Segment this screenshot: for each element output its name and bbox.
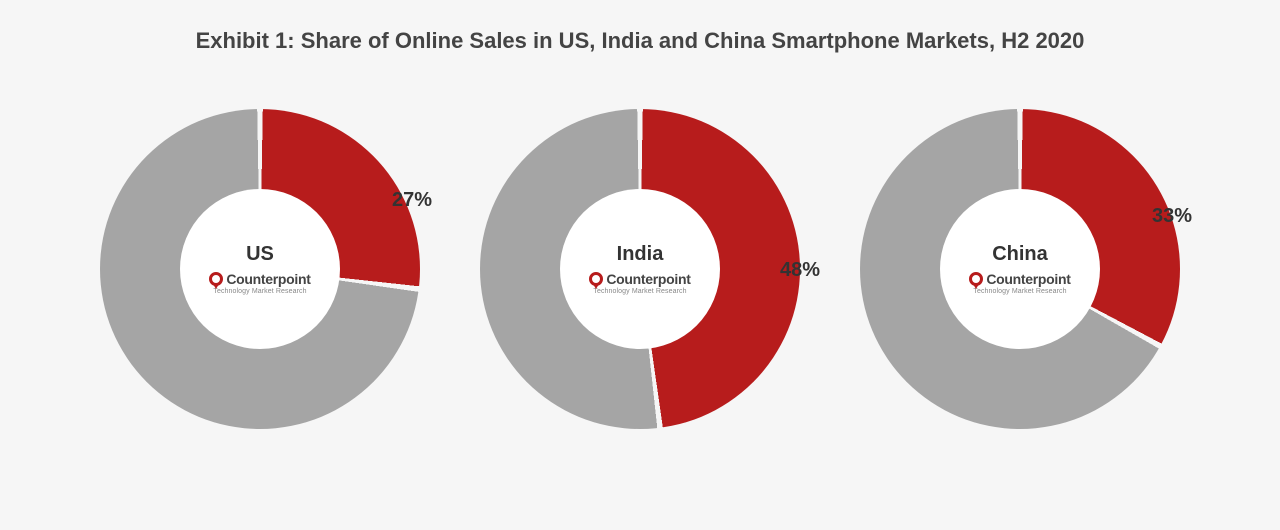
charts-row: US Counterpoint Technology Market Resear… [0,109,1280,429]
center-label-us: US [246,243,274,266]
counterpoint-logo: Counterpoint Technology Market Research [209,272,310,295]
counterpoint-wordmark: Counterpoint [226,272,310,286]
counterpoint-tagline: Technology Market Research [593,288,686,295]
donut-india: India Counterpoint Technology Market Res… [480,109,800,429]
center-label-india: India [617,243,664,266]
counterpoint-logo: Counterpoint Technology Market Research [969,272,1070,295]
donut-china: China Counterpoint Technology Market Res… [860,109,1180,429]
counterpoint-tagline: Technology Market Research [973,288,1066,295]
counterpoint-wordmark: Counterpoint [606,272,690,286]
pct-label-china: 33% [1152,205,1192,228]
donut-hole-india: India Counterpoint Technology Market Res… [560,189,720,349]
center-label-china: China [992,243,1048,266]
counterpoint-logo: Counterpoint Technology Market Research [589,272,690,295]
donut-hole-china: China Counterpoint Technology Market Res… [940,189,1100,349]
counterpoint-mark-icon [589,272,603,286]
chart-title: Exhibit 1: Share of Online Sales in US, … [0,0,1280,54]
counterpoint-mark-icon [969,272,983,286]
counterpoint-mark-icon [209,272,223,286]
pct-label-us: 27% [392,189,432,212]
counterpoint-tagline: Technology Market Research [213,288,306,295]
counterpoint-wordmark: Counterpoint [986,272,1070,286]
donut-hole-us: US Counterpoint Technology Market Resear… [180,189,340,349]
donut-us: US Counterpoint Technology Market Resear… [100,109,420,429]
pct-label-india: 48% [780,259,820,282]
